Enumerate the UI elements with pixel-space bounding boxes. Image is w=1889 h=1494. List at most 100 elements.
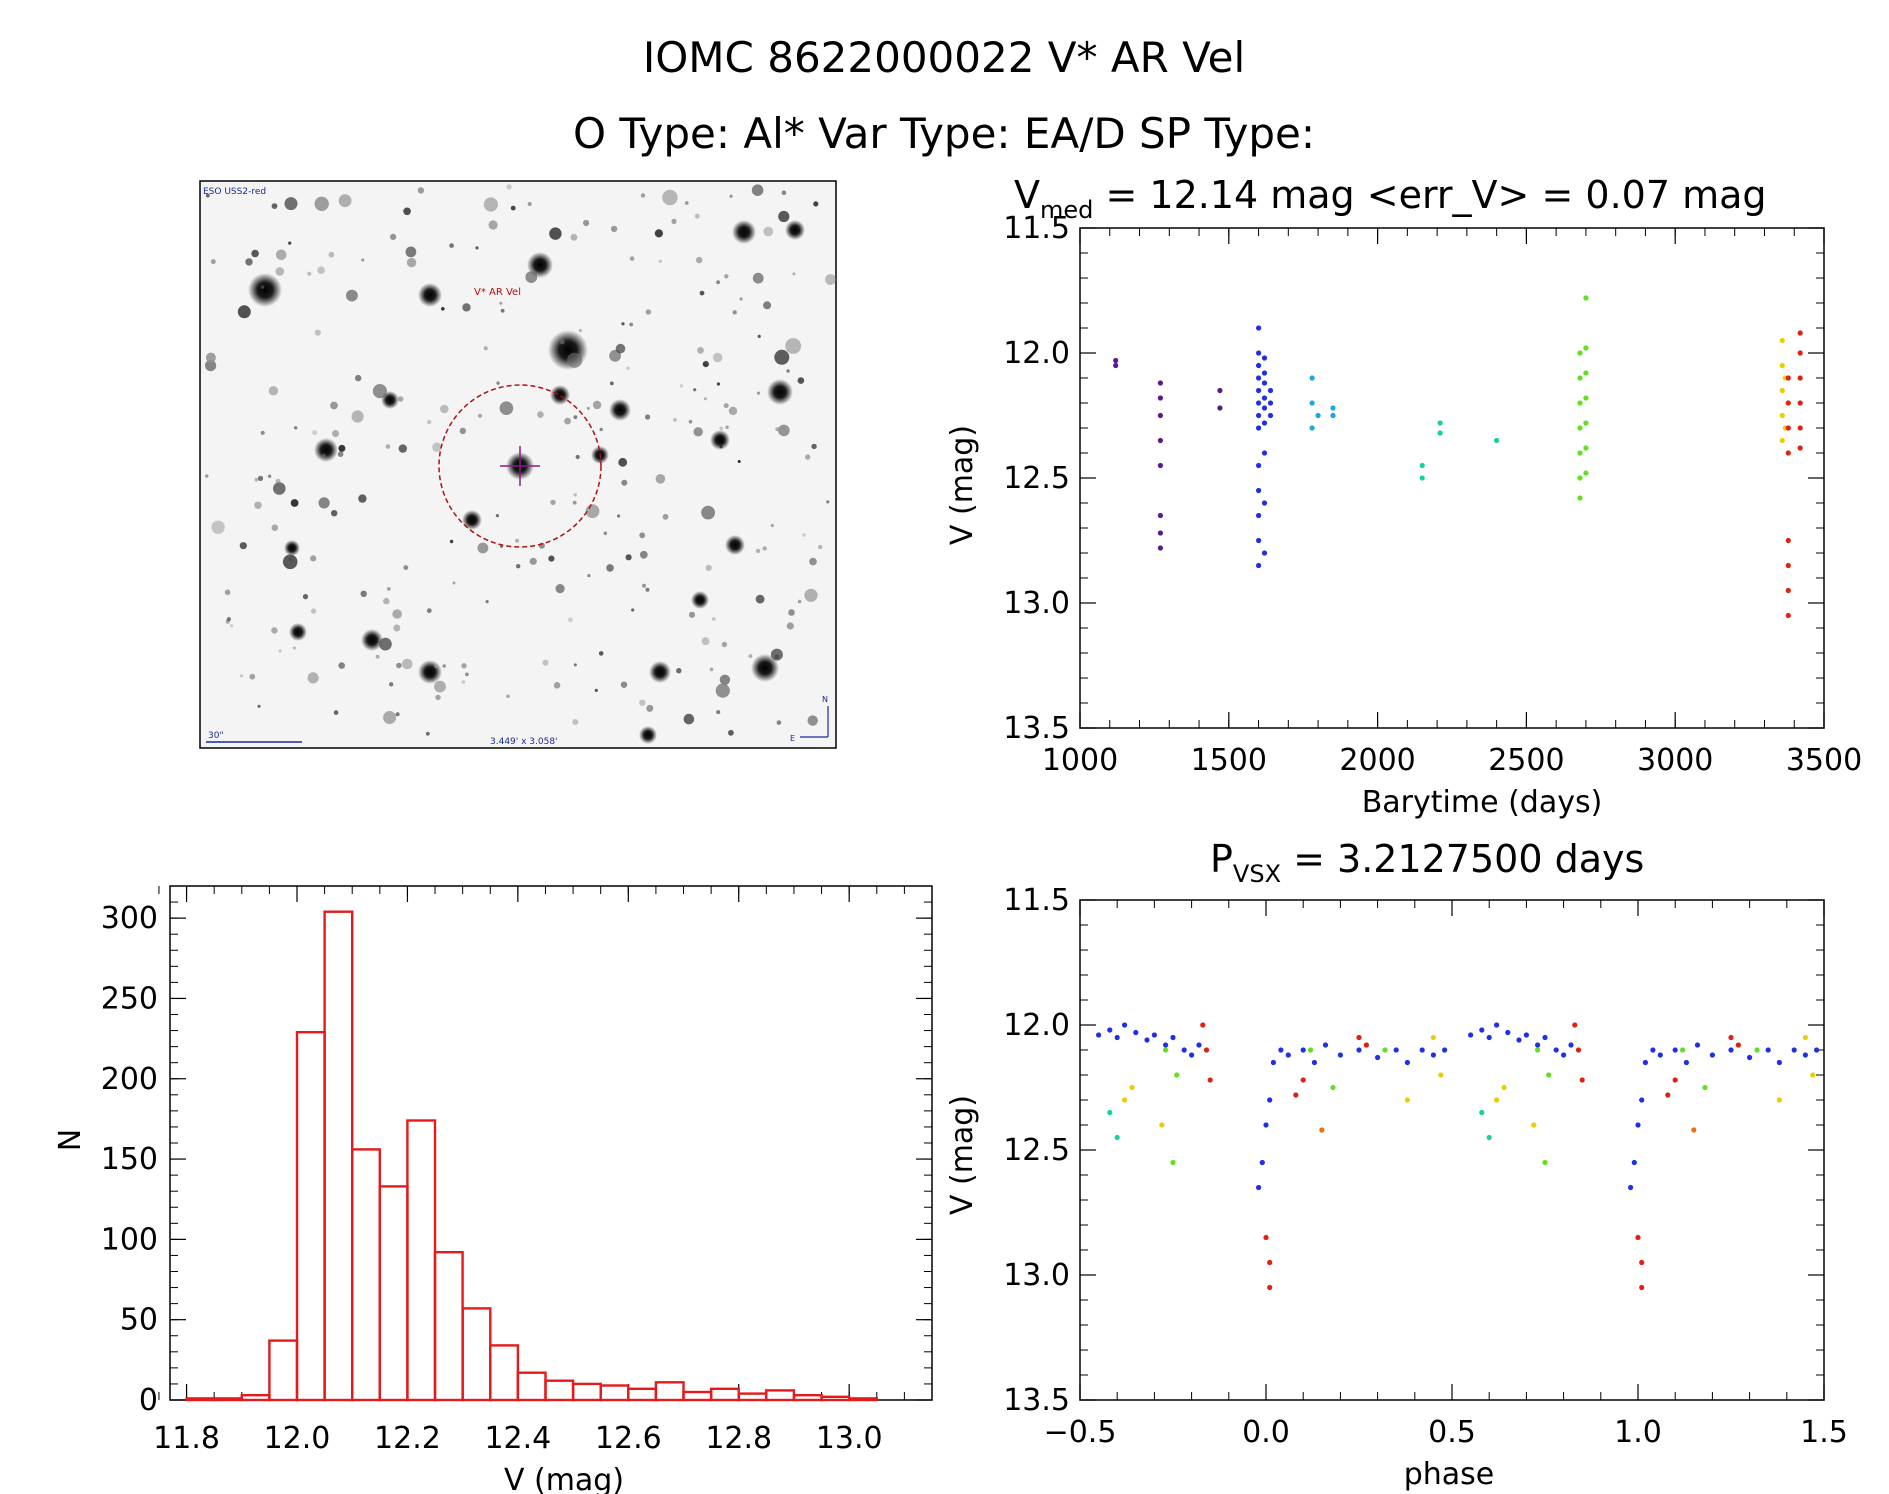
finder-star — [756, 391, 761, 395]
phased-point-blue — [1270, 1059, 1276, 1066]
finder-star — [527, 252, 553, 278]
lightcurve-xtick-label: 3000 — [1637, 743, 1713, 778]
lightcurve-point-season-7 — [1785, 537, 1791, 544]
finder-star — [361, 629, 383, 651]
finder-star — [785, 220, 805, 240]
phased-point-green — [1535, 1047, 1541, 1053]
phased-point-red — [1735, 1042, 1741, 1048]
finder-star — [284, 540, 300, 556]
lightcurve-point-season-1 — [1157, 395, 1163, 401]
histogram-xtick-label: 12.6 — [595, 1421, 662, 1456]
lightcurve-point-season-5 — [1583, 395, 1589, 401]
finder-star — [755, 594, 765, 604]
lightcurve-point-season-1 — [1157, 512, 1163, 519]
finder-star — [573, 415, 578, 420]
phased-point-blue — [1553, 1047, 1559, 1053]
finder-star — [379, 637, 392, 651]
histogram-xlabel: V (mag) — [504, 1463, 624, 1494]
histogram-ytick-label: 150 — [101, 1142, 158, 1177]
lightcurve-point-season-5 — [1577, 350, 1583, 356]
lightcurve-point-season-2 — [1256, 375, 1262, 381]
lightcurve-point-season-2 — [1256, 387, 1262, 394]
finder-star — [390, 233, 397, 240]
lightcurve-point-season-7 — [1797, 445, 1803, 451]
finder-star — [701, 505, 715, 520]
finder-star — [737, 460, 741, 463]
phased-point-red — [1635, 1234, 1641, 1241]
finder-star — [724, 274, 729, 279]
phased-point-yellow — [1430, 1034, 1436, 1041]
finder-star — [351, 410, 364, 423]
phased-point-blue — [1263, 1122, 1269, 1128]
phased-point-blue — [1486, 1034, 1492, 1041]
finder-star — [639, 532, 646, 539]
lightcurve-title-rest: = 12.14 mag <err_V> = 0.07 mag — [1093, 173, 1766, 217]
phased-point-yellow — [1494, 1097, 1500, 1103]
finder-star — [621, 322, 625, 326]
phased-point-blue — [1114, 1034, 1120, 1041]
lightcurve-point-season-2 — [1256, 537, 1262, 544]
histogram-bar — [627, 1387, 658, 1402]
lightcurve-point-season-5 — [1577, 375, 1583, 381]
finder-star — [785, 338, 802, 354]
phased-point-red — [1203, 1047, 1210, 1053]
phased-point-orange — [1319, 1127, 1325, 1133]
phased-title: PVSX = 3.2127500 days — [1210, 837, 1644, 888]
phased-point-red — [1579, 1077, 1585, 1083]
lightcurve-point-season-4 — [1437, 420, 1443, 426]
finder-star — [598, 651, 604, 656]
finder-star — [346, 289, 358, 302]
finder-star — [237, 305, 251, 319]
finder-star — [710, 430, 730, 450]
lightcurve-point-season-2 — [1261, 395, 1268, 401]
finder-star — [716, 382, 721, 386]
finder-star — [626, 366, 630, 370]
finder-star — [573, 663, 577, 667]
phased-point-blue — [1107, 1027, 1113, 1033]
lightcurve-point-season-2 — [1267, 387, 1274, 394]
finder-star — [358, 494, 367, 503]
histogram-xtick-label: 12.2 — [374, 1421, 441, 1456]
finder-star — [688, 419, 693, 424]
finder-star — [550, 385, 570, 405]
histogram-panel: V (mag) N 0 50 100 150 200 250 300 11.8 12.0 12.2… — [53, 885, 933, 1494]
finder-star — [752, 272, 764, 284]
finder-star — [719, 426, 724, 431]
lightcurve-point-season-2 — [1256, 562, 1262, 569]
phased-point-blue — [1709, 1052, 1715, 1058]
finder-star — [485, 600, 489, 604]
finder-star — [289, 623, 307, 641]
finder-star — [716, 710, 721, 715]
finder-star — [418, 660, 442, 684]
phased-ylabel: V (mag) — [945, 1095, 980, 1215]
phased-point-blue — [1393, 1047, 1399, 1053]
phased-point-red — [1639, 1259, 1645, 1266]
phased-point-blue — [1096, 1032, 1102, 1038]
finder-star — [767, 379, 793, 405]
finder-star — [449, 243, 454, 248]
lightcurve-point-season-6 — [1779, 387, 1785, 394]
finder-star — [804, 588, 818, 602]
finder-star — [696, 256, 703, 264]
finder-star — [797, 377, 805, 384]
lightcurve-point-season-5 — [1583, 295, 1589, 301]
finder-star — [606, 564, 614, 572]
phased-point-blue — [1535, 1042, 1541, 1048]
phased-point-blue — [1259, 1159, 1265, 1166]
finder-star — [713, 352, 723, 363]
finder-star — [257, 475, 264, 481]
lightcurve-point-season-7 — [1797, 350, 1803, 356]
histogram-bar — [654, 1381, 685, 1402]
lightcurve-point-season-7 — [1785, 562, 1791, 569]
histogram-bar — [323, 910, 354, 1402]
phased-point-blue — [1639, 1097, 1645, 1103]
finder-star — [719, 445, 723, 449]
finder-star — [294, 426, 298, 430]
histogram-bar — [240, 1393, 271, 1402]
lightcurve-point-season-3 — [1330, 405, 1336, 411]
finder-star — [723, 403, 729, 409]
phased-point-green — [1542, 1159, 1548, 1166]
lightcurve-ytick-label: 12.0 — [1003, 336, 1070, 371]
lightcurve-point-season-7 — [1785, 450, 1791, 456]
